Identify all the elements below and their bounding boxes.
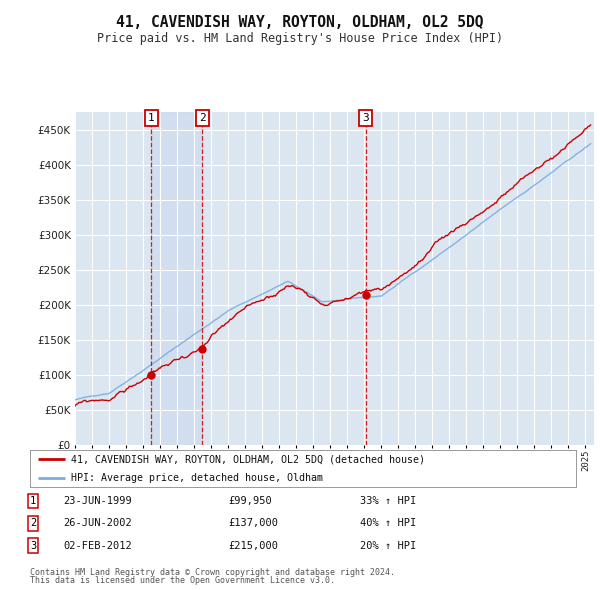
Text: 20% ↑ HPI: 20% ↑ HPI — [360, 541, 416, 550]
Text: 40% ↑ HPI: 40% ↑ HPI — [360, 519, 416, 528]
Text: 33% ↑ HPI: 33% ↑ HPI — [360, 496, 416, 506]
Text: £137,000: £137,000 — [228, 519, 278, 528]
Text: HPI: Average price, detached house, Oldham: HPI: Average price, detached house, Oldh… — [71, 473, 323, 483]
Text: Contains HM Land Registry data © Crown copyright and database right 2024.: Contains HM Land Registry data © Crown c… — [30, 568, 395, 577]
Text: 23-JUN-1999: 23-JUN-1999 — [63, 496, 132, 506]
Text: 02-FEB-2012: 02-FEB-2012 — [63, 541, 132, 550]
Text: Price paid vs. HM Land Registry's House Price Index (HPI): Price paid vs. HM Land Registry's House … — [97, 32, 503, 45]
Text: 2: 2 — [199, 113, 206, 123]
Text: 41, CAVENDISH WAY, ROYTON, OLDHAM, OL2 5DQ: 41, CAVENDISH WAY, ROYTON, OLDHAM, OL2 5… — [116, 15, 484, 30]
Text: 3: 3 — [30, 541, 36, 550]
Text: 41, CAVENDISH WAY, ROYTON, OLDHAM, OL2 5DQ (detached house): 41, CAVENDISH WAY, ROYTON, OLDHAM, OL2 5… — [71, 454, 425, 464]
Text: 1: 1 — [148, 113, 154, 123]
Text: 1: 1 — [30, 496, 36, 506]
Text: This data is licensed under the Open Government Licence v3.0.: This data is licensed under the Open Gov… — [30, 576, 335, 585]
Text: 26-JUN-2002: 26-JUN-2002 — [63, 519, 132, 528]
Text: £99,950: £99,950 — [228, 496, 272, 506]
Text: £215,000: £215,000 — [228, 541, 278, 550]
Text: 3: 3 — [362, 113, 369, 123]
Bar — [151, 112, 202, 445]
Text: 2: 2 — [30, 519, 36, 528]
